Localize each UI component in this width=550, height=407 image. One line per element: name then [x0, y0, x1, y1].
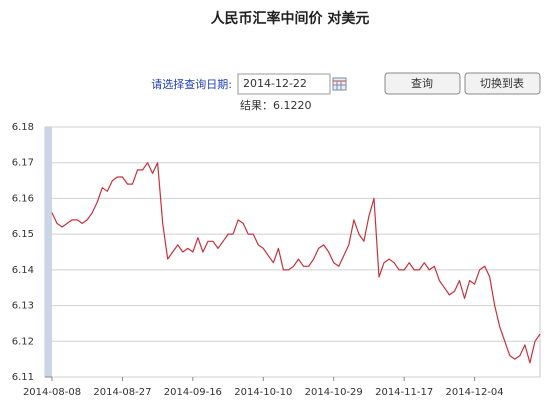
y-tick-label: 6.11: [12, 372, 34, 383]
x-tick-label: 2014-08-27: [93, 387, 151, 398]
calendar-icon[interactable]: [332, 77, 347, 91]
x-tick-label: 2014-08-08: [23, 387, 81, 398]
y-tick-label: 6.13: [12, 301, 34, 312]
date-value: 2014-12-22: [243, 77, 307, 90]
rate-line: [51, 162, 541, 364]
x-tick-label: 2014-09-16: [164, 387, 222, 398]
x-tick-label: 2014-11-17: [375, 387, 433, 398]
switch-button-label: 切换到表: [480, 76, 524, 90]
y-tick-label: 6.12: [12, 336, 34, 347]
y-tick-label: 6.17: [12, 158, 34, 169]
query-button[interactable]: [384, 72, 461, 95]
date-input[interactable]: [237, 73, 331, 95]
y-tick-label: 6.15: [12, 229, 34, 240]
x-tick-label: 2014-10-29: [305, 387, 363, 398]
y-tick-label: 6.16: [12, 193, 34, 204]
page-title: 人民币汇率中间价 对美元: [211, 10, 370, 27]
query-button-label: 查询: [411, 76, 433, 90]
switch-button[interactable]: [464, 72, 541, 95]
y-tick-label: 6.18: [12, 122, 34, 133]
x-tick-label: 2014-12-04: [446, 387, 504, 398]
x-tick-label: 2014-10-10: [234, 387, 292, 398]
date-label: 请选择查询日期:: [151, 77, 232, 91]
plot-area: [44, 126, 541, 378]
axis-band: [45, 127, 52, 377]
y-tick-label: 6.14: [12, 265, 34, 276]
result: 结果：6.1220: [240, 99, 312, 112]
